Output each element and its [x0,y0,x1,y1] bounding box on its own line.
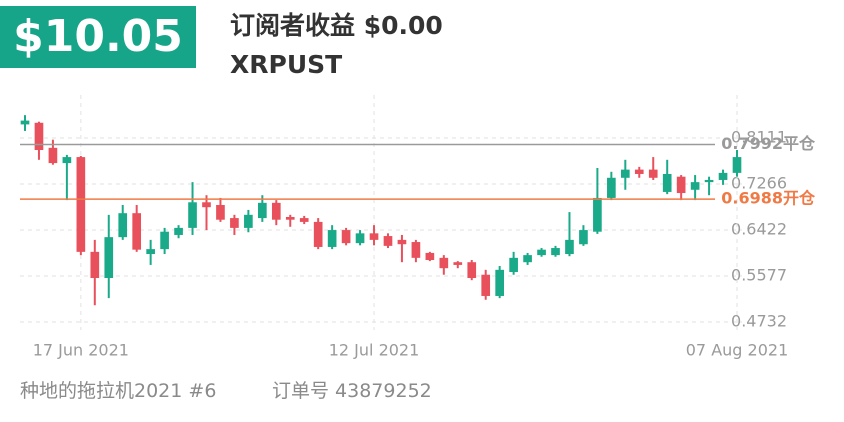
candle-body [593,197,602,232]
strategy: 种地的拖拉机2021 #6 [20,380,217,402]
candle-body [662,173,672,192]
candle-body [481,274,491,296]
level-label: 0.7992平仓 [721,134,816,153]
candle-body [509,257,518,273]
candle-body [299,218,309,222]
candle-body [704,179,714,183]
candle-body [439,257,449,269]
candle-body [634,169,644,174]
candle-body [718,172,728,180]
earnings: 订阅者收益 $0.00 [230,11,443,40]
candle-body [104,237,114,278]
candle-body [551,248,560,256]
candle-body [565,239,574,255]
candle-body [369,233,379,240]
candle-body [258,202,267,219]
candle-body [34,122,44,151]
level-label: 0.6988开仓 [721,189,816,208]
candle-body [90,251,100,278]
x-tick-label: 07 Aug 2021 [686,341,789,360]
candle-body [383,236,393,246]
candle-body [313,221,323,247]
candle-body [341,230,351,244]
candle-body [48,147,58,164]
y-tick-label: 0.5577 [731,265,787,284]
candle-body [230,218,239,228]
candle-body [648,169,658,178]
candle-body [174,227,183,235]
candle-body [271,202,281,220]
candle-body [216,205,225,220]
symbol: XRPUST [230,50,343,79]
amount: $10.05 [0,6,196,68]
candle-body [202,202,211,208]
candle-body [160,231,169,250]
candle-body [607,177,616,198]
candle-body [467,262,477,278]
candle-body [397,239,407,245]
candle-body [132,213,142,250]
y-tick-label: 0.6422 [731,219,787,238]
candle-body [537,249,546,256]
candle-body [523,255,532,263]
candle-body [76,157,86,252]
y-tick-label: 0.8111 [731,127,787,146]
y-tick-label: 0.4732 [731,312,787,331]
candle-body [20,120,30,125]
candle-body [690,182,700,190]
candle-body [453,262,463,265]
candle-body [495,269,504,296]
x-tick-label: 12 Jul 2021 [329,341,420,360]
candle-body [118,213,128,238]
candle-body [355,233,365,244]
x-tick-label: 17 Jun 2021 [33,341,129,360]
candle-body [732,157,742,173]
candle-body [244,214,253,228]
candle-body [676,176,686,194]
candle-body [579,230,588,245]
candle-body [146,249,155,255]
candle-body [620,169,630,178]
candle-body [62,157,72,164]
candle-body [425,252,435,261]
candle-body [327,230,337,247]
y-tick-label: 0.7266 [731,173,787,192]
candle-body [411,242,421,258]
candle-body [285,216,295,220]
candle-body [188,202,197,228]
order-number: 订单号 43879252 [272,380,432,402]
